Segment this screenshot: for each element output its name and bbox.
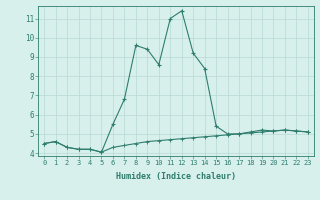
X-axis label: Humidex (Indice chaleur): Humidex (Indice chaleur) [116,172,236,181]
